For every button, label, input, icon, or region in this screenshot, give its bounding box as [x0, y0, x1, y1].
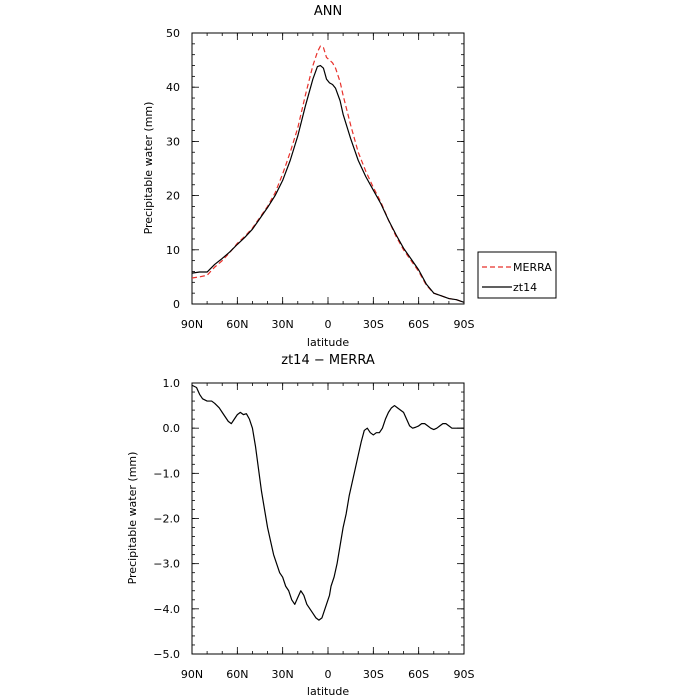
- x-tick-label: 60N: [226, 318, 248, 331]
- y-tick-label: 0: [173, 298, 180, 311]
- chart-title: zt14 − MERRA: [281, 353, 375, 368]
- plot-frame: [191, 32, 465, 305]
- y-tick-label: 50: [166, 27, 180, 40]
- y-tick-label: 30: [166, 135, 180, 148]
- y-tick-label: 10: [166, 244, 180, 257]
- axis-ticks: 90N 60N 30N 0 30S 60S 90S 0 10 20 30 40 50: [166, 27, 475, 331]
- y-tick-label: 1.0: [163, 377, 181, 390]
- x-tick-label: 30N: [272, 318, 294, 331]
- y-axis-label: Precipitable water (mm): [126, 452, 139, 585]
- x-axis-label: latitude: [307, 336, 349, 349]
- y-tick-label: −5.0: [153, 648, 180, 661]
- x-tick-label: 30S: [363, 318, 384, 331]
- legend-entry-merra: MERRA: [513, 261, 552, 274]
- chart-title: ANN: [314, 4, 342, 19]
- legend: MERRA zt14: [477, 251, 557, 299]
- series-lines: [191, 384, 464, 621]
- y-tick-label: −1.0: [153, 467, 180, 480]
- x-tick-label: 60N: [226, 668, 248, 681]
- x-tick-label: 30S: [363, 668, 384, 681]
- series-line-diff-0: [191, 384, 464, 621]
- x-tick-label: 60S: [408, 668, 429, 681]
- y-tick-label: −3.0: [153, 558, 180, 571]
- y-tick-label: 40: [166, 81, 180, 94]
- series-line-zt14: [191, 64, 465, 303]
- x-tick-label: 90S: [454, 318, 475, 331]
- series-line-merra: [191, 45, 465, 303]
- x-axis-label: latitude: [307, 685, 349, 698]
- x-tick-label: 0: [325, 318, 332, 331]
- axis-ticks: 90N 60N 30N 0 30S 60S 90S −5.0 −4.0 −3.0 −2.0 −1.0 0…: [153, 377, 474, 681]
- y-tick-label: 20: [166, 190, 180, 203]
- series-lines: [191, 45, 465, 303]
- x-tick-label: 90N: [181, 318, 203, 331]
- x-tick-label: 90N: [181, 668, 203, 681]
- y-tick-label: −4.0: [153, 603, 180, 616]
- x-tick-label: 60S: [408, 318, 429, 331]
- y-axis-label: Precipitable water (mm): [142, 102, 155, 235]
- y-tick-label: −2.0: [153, 513, 180, 526]
- legend-entry-zt14: zt14: [513, 281, 537, 294]
- x-tick-label: 0: [325, 668, 332, 681]
- chart-difference: zt14 − MERRA 90N 60N 30N 0 30S 60S 90S −5.0 −4.0…: [126, 353, 475, 698]
- x-tick-label: 30N: [272, 668, 294, 681]
- chart-precipitable-water: ANN 90N 60N 30N 0 30S 60S 90S 0 10 20 30 40 50 latit…: [142, 4, 557, 349]
- y-tick-label: 0.0: [163, 422, 181, 435]
- x-tick-label: 90S: [454, 668, 475, 681]
- legend-box: [477, 251, 557, 299]
